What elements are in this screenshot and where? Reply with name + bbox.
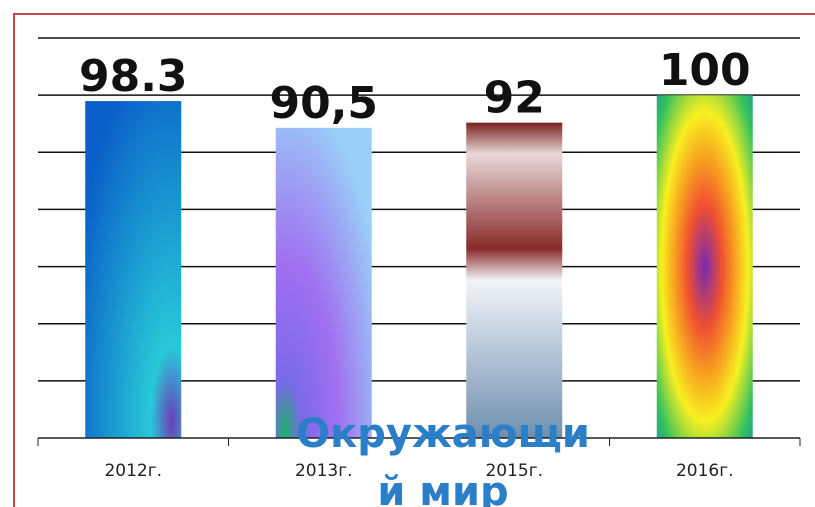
bar: [85, 101, 182, 439]
annotation: й мир: [377, 469, 508, 507]
bar: [466, 122, 563, 438]
bars: [85, 95, 753, 439]
data-label: 100: [659, 45, 751, 96]
bar: [275, 127, 372, 438]
x-tick-label: 2015г.: [485, 461, 543, 481]
annotation: Окружающи: [296, 411, 590, 457]
x-tick-label: 2016г.: [676, 461, 734, 481]
x-tick-label: 2012г.: [104, 461, 162, 481]
bar: [656, 95, 753, 439]
data-label: 90,5: [269, 78, 378, 129]
data-label: 98.3: [79, 51, 188, 102]
data-label: 92: [484, 73, 545, 124]
x-tick-label: 2013г.: [295, 461, 353, 481]
